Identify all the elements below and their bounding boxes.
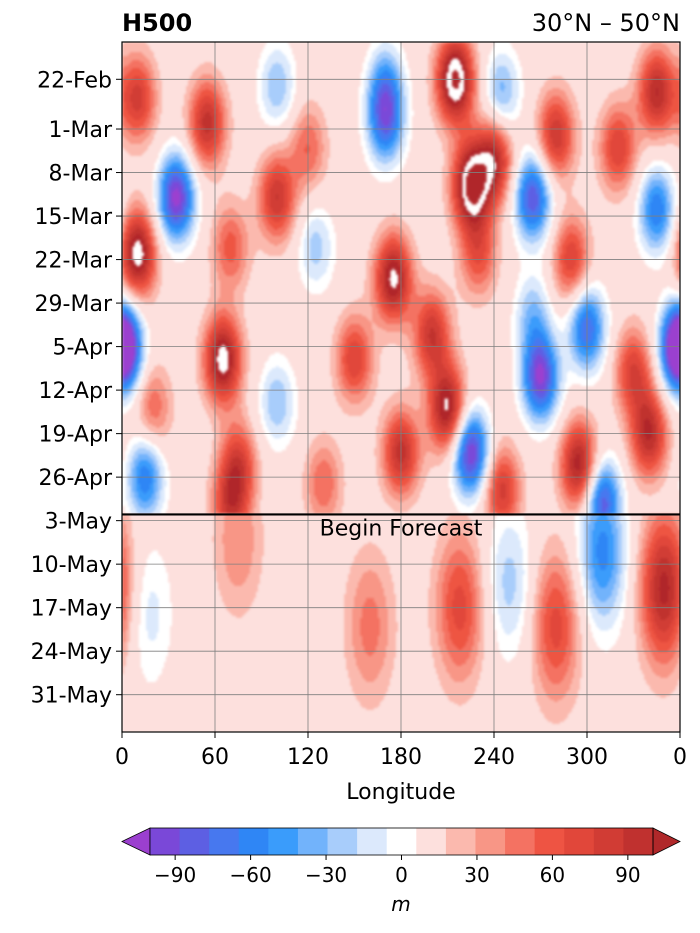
chart-title-left: H500 (122, 9, 192, 37)
chart-title-right: 30°N – 50°N (532, 9, 680, 37)
contour-cell (502, 110, 513, 113)
plot-area (122, 42, 681, 733)
contour-cell (454, 86, 459, 89)
contour-cell (274, 116, 277, 119)
